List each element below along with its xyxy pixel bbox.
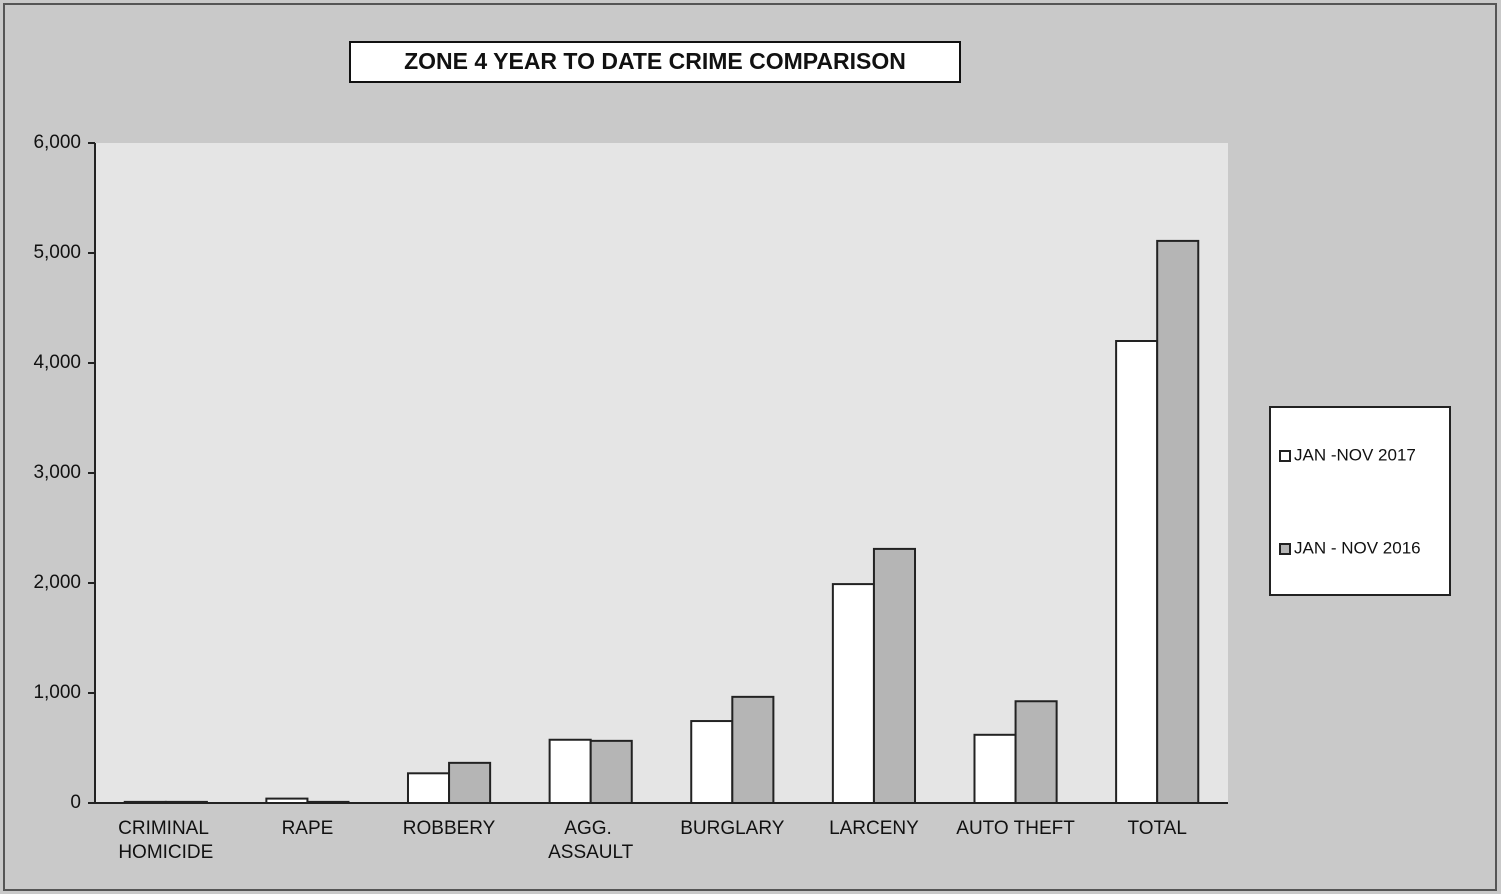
y-tick-label: 3,000	[33, 462, 81, 483]
legend-swatch	[1279, 543, 1291, 555]
chart-title: ZONE 4 YEAR TO DATE CRIME COMPARISON	[404, 48, 906, 74]
plot-area	[95, 143, 1228, 803]
x-tick-label: AGG. ASSAULT	[548, 818, 634, 863]
y-tick-label: 4,000	[33, 352, 81, 373]
title-box	[349, 41, 961, 83]
y-tick-label: 5,000	[33, 242, 81, 263]
bar	[406, 772, 451, 804]
bar	[872, 547, 917, 805]
x-tick-label: LARCENY	[829, 818, 919, 839]
bar	[973, 733, 1017, 804]
x-tick-label: ROBBERY	[403, 818, 496, 839]
bar	[690, 720, 734, 804]
x-tick-label: AUTO THEFT	[956, 818, 1075, 839]
bar	[731, 695, 775, 804]
bar	[589, 739, 633, 804]
legend-label: JAN -NOV 2017	[1294, 445, 1416, 464]
bar	[831, 583, 875, 804]
legend-swatch	[1279, 450, 1291, 462]
y-tick-label: 6,000	[33, 132, 81, 153]
bar	[448, 761, 492, 804]
bar	[1014, 700, 1058, 804]
x-tick-label: BURGLARY	[680, 818, 785, 839]
bar	[1156, 239, 1200, 804]
x-tick-label: TOTAL	[1127, 818, 1186, 839]
x-tick-label: CRIMINAL HOMICIDE	[118, 818, 213, 863]
y-tick-label: 2,000	[33, 572, 81, 593]
bar	[1115, 340, 1159, 804]
bar	[548, 738, 592, 804]
x-tick-label: RAPE	[282, 818, 334, 839]
y-tick-label: 0	[70, 792, 81, 813]
legend-box	[1269, 406, 1451, 596]
legend-label: JAN - NOV 2016	[1294, 538, 1421, 557]
y-tick-label: 1,000	[33, 682, 81, 703]
